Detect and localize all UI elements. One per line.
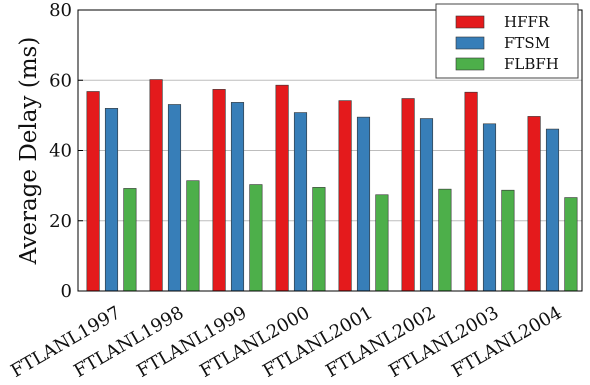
bar-flbfh-ftlanl2002 xyxy=(438,188,452,292)
legend-swatch-hffr xyxy=(455,15,485,29)
bar-ftsm-ftlanl2001 xyxy=(356,116,371,292)
legend-swatch-flbfh xyxy=(455,57,485,71)
x-tick-label: FTLANL2004 xyxy=(448,302,565,382)
bar-ftsm-ftlanl2000 xyxy=(293,112,308,292)
bar-flbfh-ftlanl2000 xyxy=(312,187,326,292)
y-axis-ticks: 0 20 40 60 80 xyxy=(49,0,83,302)
bar-flbfh-ftlanl1997 xyxy=(123,188,137,292)
y-tick-label: 0 xyxy=(61,281,72,302)
legend-label-flbfh: FLBFH xyxy=(504,55,559,73)
bar-hffr-ftlanl2001 xyxy=(338,100,352,292)
bar-hffr-ftlanl1999 xyxy=(212,89,226,292)
bar-hffr-ftlanl1998 xyxy=(149,79,163,292)
legend-swatch-ftsm xyxy=(455,36,485,50)
bar-hffr-ftlanl2002 xyxy=(401,98,415,292)
bar-flbfh-ftlanl2003 xyxy=(501,189,515,292)
bar-ftsm-ftlanl2002 xyxy=(419,118,434,292)
bar-flbfh-ftlanl1998 xyxy=(186,180,200,292)
bar-flbfh-ftlanl2001 xyxy=(375,194,389,292)
y-tick-label: 40 xyxy=(49,141,72,162)
x-axis-ticks: FTLANL1997FTLANL1998FTLANL1999FTLANL2000… xyxy=(7,302,565,382)
y-tick-label: 60 xyxy=(49,70,72,91)
bar-hffr-ftlanl2003 xyxy=(464,91,478,292)
y-tick-label: 20 xyxy=(49,211,72,232)
bars xyxy=(86,79,578,292)
y-axis-title: Average Delay (ms) xyxy=(16,37,42,266)
bar-flbfh-ftlanl1999 xyxy=(249,184,263,292)
bar-hffr-ftlanl2000 xyxy=(275,84,289,292)
y-tick-label: 80 xyxy=(49,0,72,21)
bar-hffr-ftlanl2004 xyxy=(527,116,541,292)
bar-ftsm-ftlanl2003 xyxy=(482,123,497,292)
bar-hffr-ftlanl1997 xyxy=(86,91,100,292)
bar-ftsm-ftlanl1997 xyxy=(104,108,119,292)
legend-label-ftsm: FTSM xyxy=(504,34,550,52)
bar-ftsm-ftlanl2004 xyxy=(545,128,560,292)
bar-flbfh-ftlanl2004 xyxy=(564,197,578,292)
legend: HFFR FTSM FLBFH xyxy=(435,3,579,79)
bar-ftsm-ftlanl1999 xyxy=(230,102,245,292)
legend-label-hffr: HFFR xyxy=(504,13,550,31)
bar-ftsm-ftlanl1998 xyxy=(167,104,182,292)
